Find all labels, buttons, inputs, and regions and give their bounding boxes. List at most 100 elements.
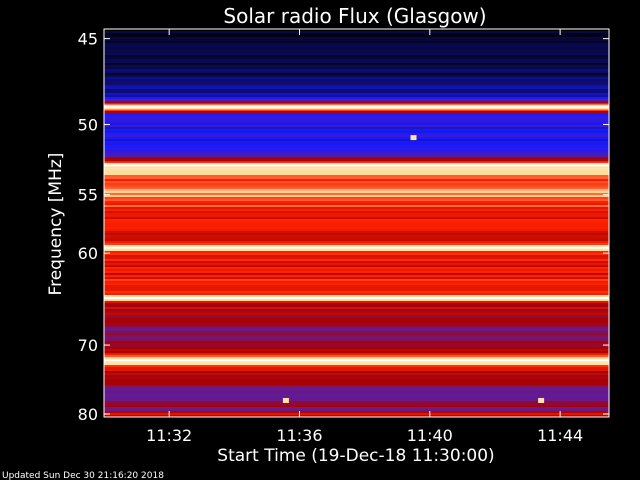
spectrogram-row (104, 401, 609, 403)
spectrogram-row (104, 243, 609, 245)
spectrogram-row (104, 79, 609, 81)
spectrogram-row (104, 395, 609, 397)
spectrogram-row (104, 333, 609, 335)
spectrogram-row (104, 125, 609, 127)
spectrogram-row (104, 111, 609, 113)
spectrogram-row (104, 337, 609, 339)
spectrogram-row (104, 115, 609, 117)
spectrogram-row (104, 43, 609, 45)
spectrogram-row (104, 151, 609, 153)
spectrogram-row (104, 119, 609, 121)
spectrogram-row (104, 59, 609, 61)
x-tick-label: 11:44 (537, 426, 583, 445)
updated-timestamp: Updated Sun Dec 30 21:16:20 2018 (2, 471, 164, 480)
spectrogram-row (104, 143, 609, 145)
bright-line (104, 359, 609, 362)
y-axis-label: Frequency [MHz] (46, 153, 66, 296)
radio-burst (282, 397, 289, 403)
bright-line (104, 106, 609, 109)
spectrogram-row (104, 353, 609, 355)
spectrogram-row (104, 177, 609, 179)
spectrogram-row (104, 67, 609, 69)
spectrogram-row (104, 227, 609, 229)
spectrogram-row (104, 371, 609, 373)
spectrogram-row (104, 365, 609, 367)
spectrogram-row (104, 241, 609, 243)
spectrogram-row (104, 47, 609, 49)
spectrogram-row (104, 233, 609, 235)
spectrogram-row (104, 83, 609, 85)
spectrogram-row (104, 387, 609, 389)
spectrogram-row (104, 57, 609, 59)
spectrogram-row (104, 63, 609, 65)
spectrogram-row (104, 135, 609, 137)
spectrogram-row (104, 85, 609, 87)
spectrogram-row (104, 219, 609, 221)
bright-line (104, 164, 609, 167)
spectrogram-row (104, 383, 609, 385)
spectrogram-row (104, 179, 609, 181)
spectrogram-row (104, 317, 609, 319)
spectrogram-row (104, 167, 609, 169)
spectrogram-row (104, 193, 609, 195)
spectrogram-row (104, 75, 609, 77)
spectrogram-row (104, 129, 609, 131)
spectrogram-row (104, 97, 609, 99)
spectrogram-row (104, 117, 609, 119)
spectrogram-row (104, 91, 609, 93)
spectrogram-row (104, 133, 609, 135)
spectrogram-row (104, 127, 609, 129)
spectrogram-row (104, 157, 609, 159)
spectrogram-row (104, 345, 609, 347)
spectrogram-row (104, 37, 609, 39)
spectrogram-row (104, 169, 609, 171)
spectrogram-row (104, 145, 609, 147)
spectrogram-row (104, 281, 609, 283)
spectrogram-row (104, 93, 609, 95)
spectrogram-row (104, 209, 609, 211)
spectrogram-row (104, 173, 609, 175)
spectrogram-row (104, 185, 609, 187)
spectrogram-row (104, 51, 609, 53)
spectrogram-row (104, 139, 609, 141)
spectrogram-row (104, 137, 609, 139)
spectrogram-row (104, 215, 609, 217)
spectrogram-row (104, 321, 609, 323)
spectrogram-row (104, 225, 609, 227)
spectrogram-row (104, 301, 609, 303)
spectrogram-row (104, 283, 609, 285)
spectrogram-row (104, 327, 609, 329)
spectrogram-row (104, 339, 609, 341)
spectrogram-row (104, 235, 609, 237)
spectrogram-row (104, 305, 609, 307)
plot-frame (103, 28, 610, 418)
y-tick-label: 80 (78, 405, 98, 424)
spectrogram-row (104, 187, 609, 189)
spectrogram-row (104, 203, 609, 205)
spectrogram-row (104, 363, 609, 365)
x-tick-label: 11:32 (146, 426, 192, 445)
spectrogram-row (104, 211, 609, 213)
spectrogram-row (104, 205, 609, 207)
spectrogram-row (104, 263, 609, 265)
radio-burst (410, 135, 417, 141)
spectrogram-row (104, 331, 609, 333)
spectrogram-row (104, 229, 609, 231)
spectrogram-row (104, 141, 609, 143)
spectrogram-row (104, 325, 609, 327)
spectrogram-row (104, 415, 609, 417)
spectrogram-row (104, 147, 609, 149)
spectrogram-row (104, 31, 609, 33)
spectrogram-row (104, 369, 609, 371)
y-tick-label: 60 (78, 244, 98, 263)
spectrogram-row (104, 121, 609, 123)
spectrogram-row (104, 391, 609, 393)
spectrogram-row (104, 103, 609, 105)
y-tick-label: 45 (78, 30, 98, 49)
spectrogram-row (104, 285, 609, 287)
x-tick-label: 11:36 (276, 426, 322, 445)
spectrogram-heatmap (104, 29, 609, 417)
spectrogram-row (104, 81, 609, 83)
spectrogram-row (104, 343, 609, 345)
spectrogram-row (104, 293, 609, 295)
